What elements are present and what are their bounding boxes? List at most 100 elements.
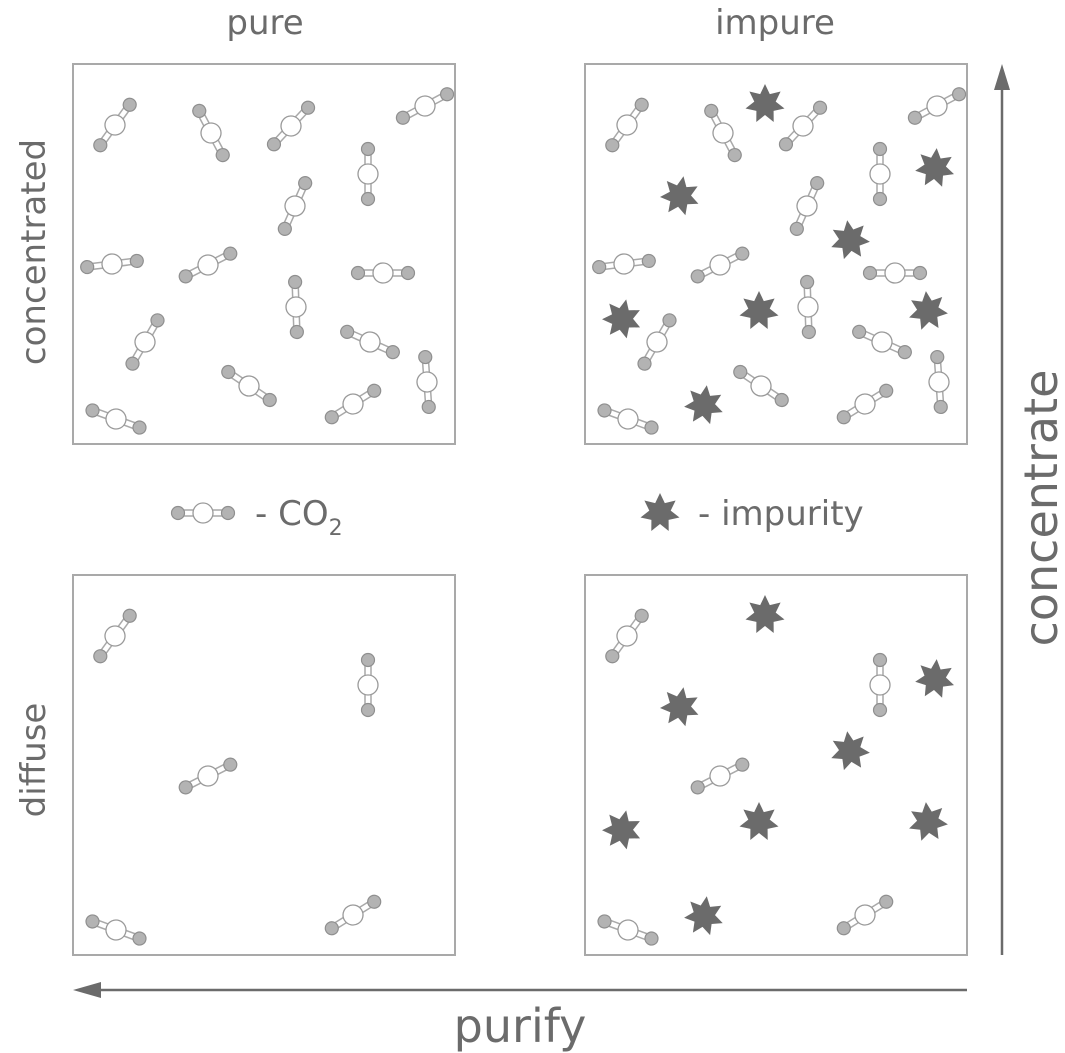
oxygen-atom xyxy=(289,324,304,340)
oxygen-atom xyxy=(907,110,923,125)
oxygen-atom xyxy=(774,392,789,408)
co2-molecule-icon xyxy=(592,253,656,275)
co2-molecule-icon xyxy=(733,364,789,408)
carbon-atom xyxy=(709,254,731,276)
impurity-star-icon xyxy=(909,291,948,330)
oxygen-atom xyxy=(340,324,355,339)
oxygen-atom xyxy=(80,259,95,275)
co2-molecule-icon xyxy=(797,274,819,340)
impurity-particles xyxy=(602,84,954,936)
axis-purify: purify xyxy=(73,982,967,1053)
co2-molecule-icon xyxy=(852,324,912,360)
carbon-atom xyxy=(192,502,214,524)
carbon-atom xyxy=(712,122,734,144)
oxygen-atom xyxy=(930,349,945,365)
carbon-atom xyxy=(616,625,638,647)
carbon-atom xyxy=(416,371,438,393)
co2-molecule-icon xyxy=(862,262,928,284)
legend-co2-prefix: - CO xyxy=(255,494,329,534)
oxygen-atom xyxy=(862,265,878,281)
oxygen-atom xyxy=(132,420,147,435)
carbon-atom xyxy=(105,919,127,941)
carbon-atom xyxy=(104,114,126,136)
oxygen-atom xyxy=(360,652,376,668)
co2-molecule-icon xyxy=(597,914,659,946)
co2-molecule-icon xyxy=(597,403,659,435)
oxygen-atom xyxy=(223,246,238,261)
concentrate-arrow-head xyxy=(994,64,1010,90)
oxygen-atom xyxy=(592,259,607,275)
oxygen-atom xyxy=(789,221,804,236)
oxygen-atom xyxy=(690,780,705,795)
co2-molecule-icon xyxy=(93,97,137,153)
co2-molecule-icon xyxy=(836,383,894,425)
oxygen-atom xyxy=(951,87,967,102)
oxygen-atom xyxy=(350,265,366,281)
oxygen-atom xyxy=(634,97,649,112)
oxygen-atom xyxy=(132,931,147,946)
oxygen-atom xyxy=(597,914,612,929)
column-label-pure: pure xyxy=(226,3,303,43)
oxygen-atom xyxy=(288,274,303,290)
oxygen-atom xyxy=(872,141,888,157)
co2-molecule-icon xyxy=(907,87,967,125)
oxygen-atom xyxy=(85,403,100,418)
oxygen-atom xyxy=(262,392,277,408)
impurity-star-icon xyxy=(660,176,699,216)
oxygen-atom xyxy=(122,608,137,623)
oxygen-atom xyxy=(662,313,677,328)
oxygen-atom xyxy=(178,780,193,795)
oxygen-atom xyxy=(122,97,137,112)
oxygen-atom xyxy=(735,757,750,772)
carbon-atom xyxy=(359,331,381,353)
carbon-atom xyxy=(105,408,127,430)
axis-label-purify: purify xyxy=(454,999,587,1053)
oxygen-atom xyxy=(912,265,928,281)
axis-label-concentrate: concentrate xyxy=(1014,370,1065,647)
co2-molecule-icon xyxy=(93,608,137,664)
oxygen-atom xyxy=(367,383,382,398)
co2-molecule-icon xyxy=(357,652,379,718)
impurity-star-icon xyxy=(915,148,954,187)
oxygen-atom xyxy=(597,403,612,418)
oxygen-atom xyxy=(192,103,207,119)
co2-molecule-icon xyxy=(350,262,416,284)
oxygen-atom xyxy=(395,110,411,125)
impurity-star-icon xyxy=(739,802,779,840)
oxygen-atom xyxy=(298,176,313,191)
oxygen-atom xyxy=(125,356,140,371)
oxygen-atom xyxy=(812,100,828,115)
oxygen-atom xyxy=(324,410,339,425)
oxygen-atom xyxy=(277,221,292,236)
impurity-star-icon xyxy=(602,299,641,339)
legend-co2-subscript: 2 xyxy=(329,516,343,541)
impurity-star-icon xyxy=(602,810,641,850)
panel-pure-diffuse xyxy=(72,574,456,956)
oxygen-atom xyxy=(733,364,748,380)
impurity-star-icon xyxy=(831,220,870,260)
oxygen-atom xyxy=(360,191,376,207)
co2-molecule-icon xyxy=(340,324,400,360)
oxygen-atom xyxy=(418,349,433,365)
co2-molecule-icon xyxy=(869,141,891,207)
row-label-diffuse: diffuse xyxy=(14,703,54,818)
carbon-atom xyxy=(414,95,436,117)
co2-molecule-icon xyxy=(605,608,649,664)
oxygen-atom xyxy=(220,505,236,521)
legend-impurity-label: - impurity xyxy=(698,494,864,534)
carbon-atom xyxy=(284,195,306,217)
co2-molecule-icon xyxy=(395,87,455,125)
impurity-star-icon xyxy=(640,493,680,531)
carbon-atom xyxy=(797,296,819,318)
oxygen-atom xyxy=(421,399,436,415)
oxygen-atom xyxy=(85,914,100,929)
oxygen-atom xyxy=(605,138,620,153)
co2-molecules xyxy=(80,87,967,946)
carbon-atom xyxy=(357,674,379,696)
carbon-atom xyxy=(101,253,123,275)
oxygen-atom xyxy=(150,313,165,328)
oxygen-atom xyxy=(836,410,851,425)
carbon-atom xyxy=(709,765,731,787)
carbon-atom xyxy=(854,904,876,926)
oxygen-atom xyxy=(801,324,816,340)
